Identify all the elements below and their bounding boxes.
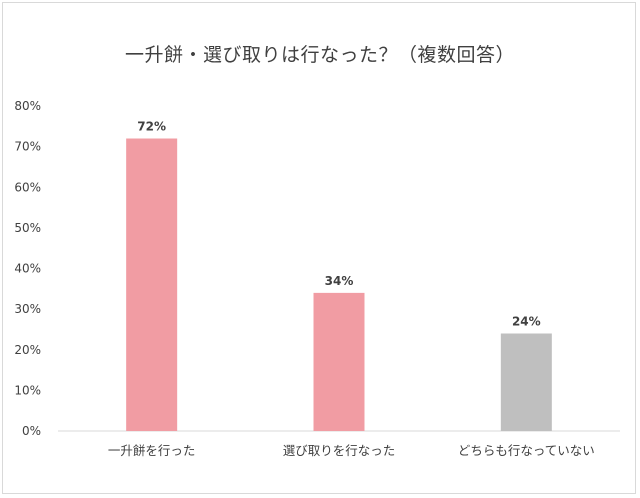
x-category-label: どちらも行なっていない (458, 443, 595, 458)
bar (500, 333, 552, 431)
y-tick-label: 0% (22, 424, 41, 438)
y-tick-label: 70% (14, 140, 41, 154)
y-tick-label: 30% (14, 302, 41, 316)
y-tick-label: 80% (14, 99, 41, 113)
chart-title: 一升餅・選び取りは行なった？（複数回答） (124, 44, 515, 66)
y-tick-label: 50% (14, 221, 41, 235)
x-category-label: 選び取りを行なった (283, 443, 396, 458)
y-tick-label: 60% (14, 180, 41, 194)
data-label: 72% (137, 120, 166, 134)
data-label: 24% (512, 315, 541, 329)
bar (126, 138, 178, 431)
x-category-label: 一升餅を行った (108, 443, 196, 458)
data-label: 34% (325, 274, 354, 288)
y-tick-label: 10% (14, 383, 41, 397)
y-tick-label: 40% (14, 262, 41, 276)
y-tick-label: 20% (14, 343, 41, 357)
bar (313, 292, 365, 431)
